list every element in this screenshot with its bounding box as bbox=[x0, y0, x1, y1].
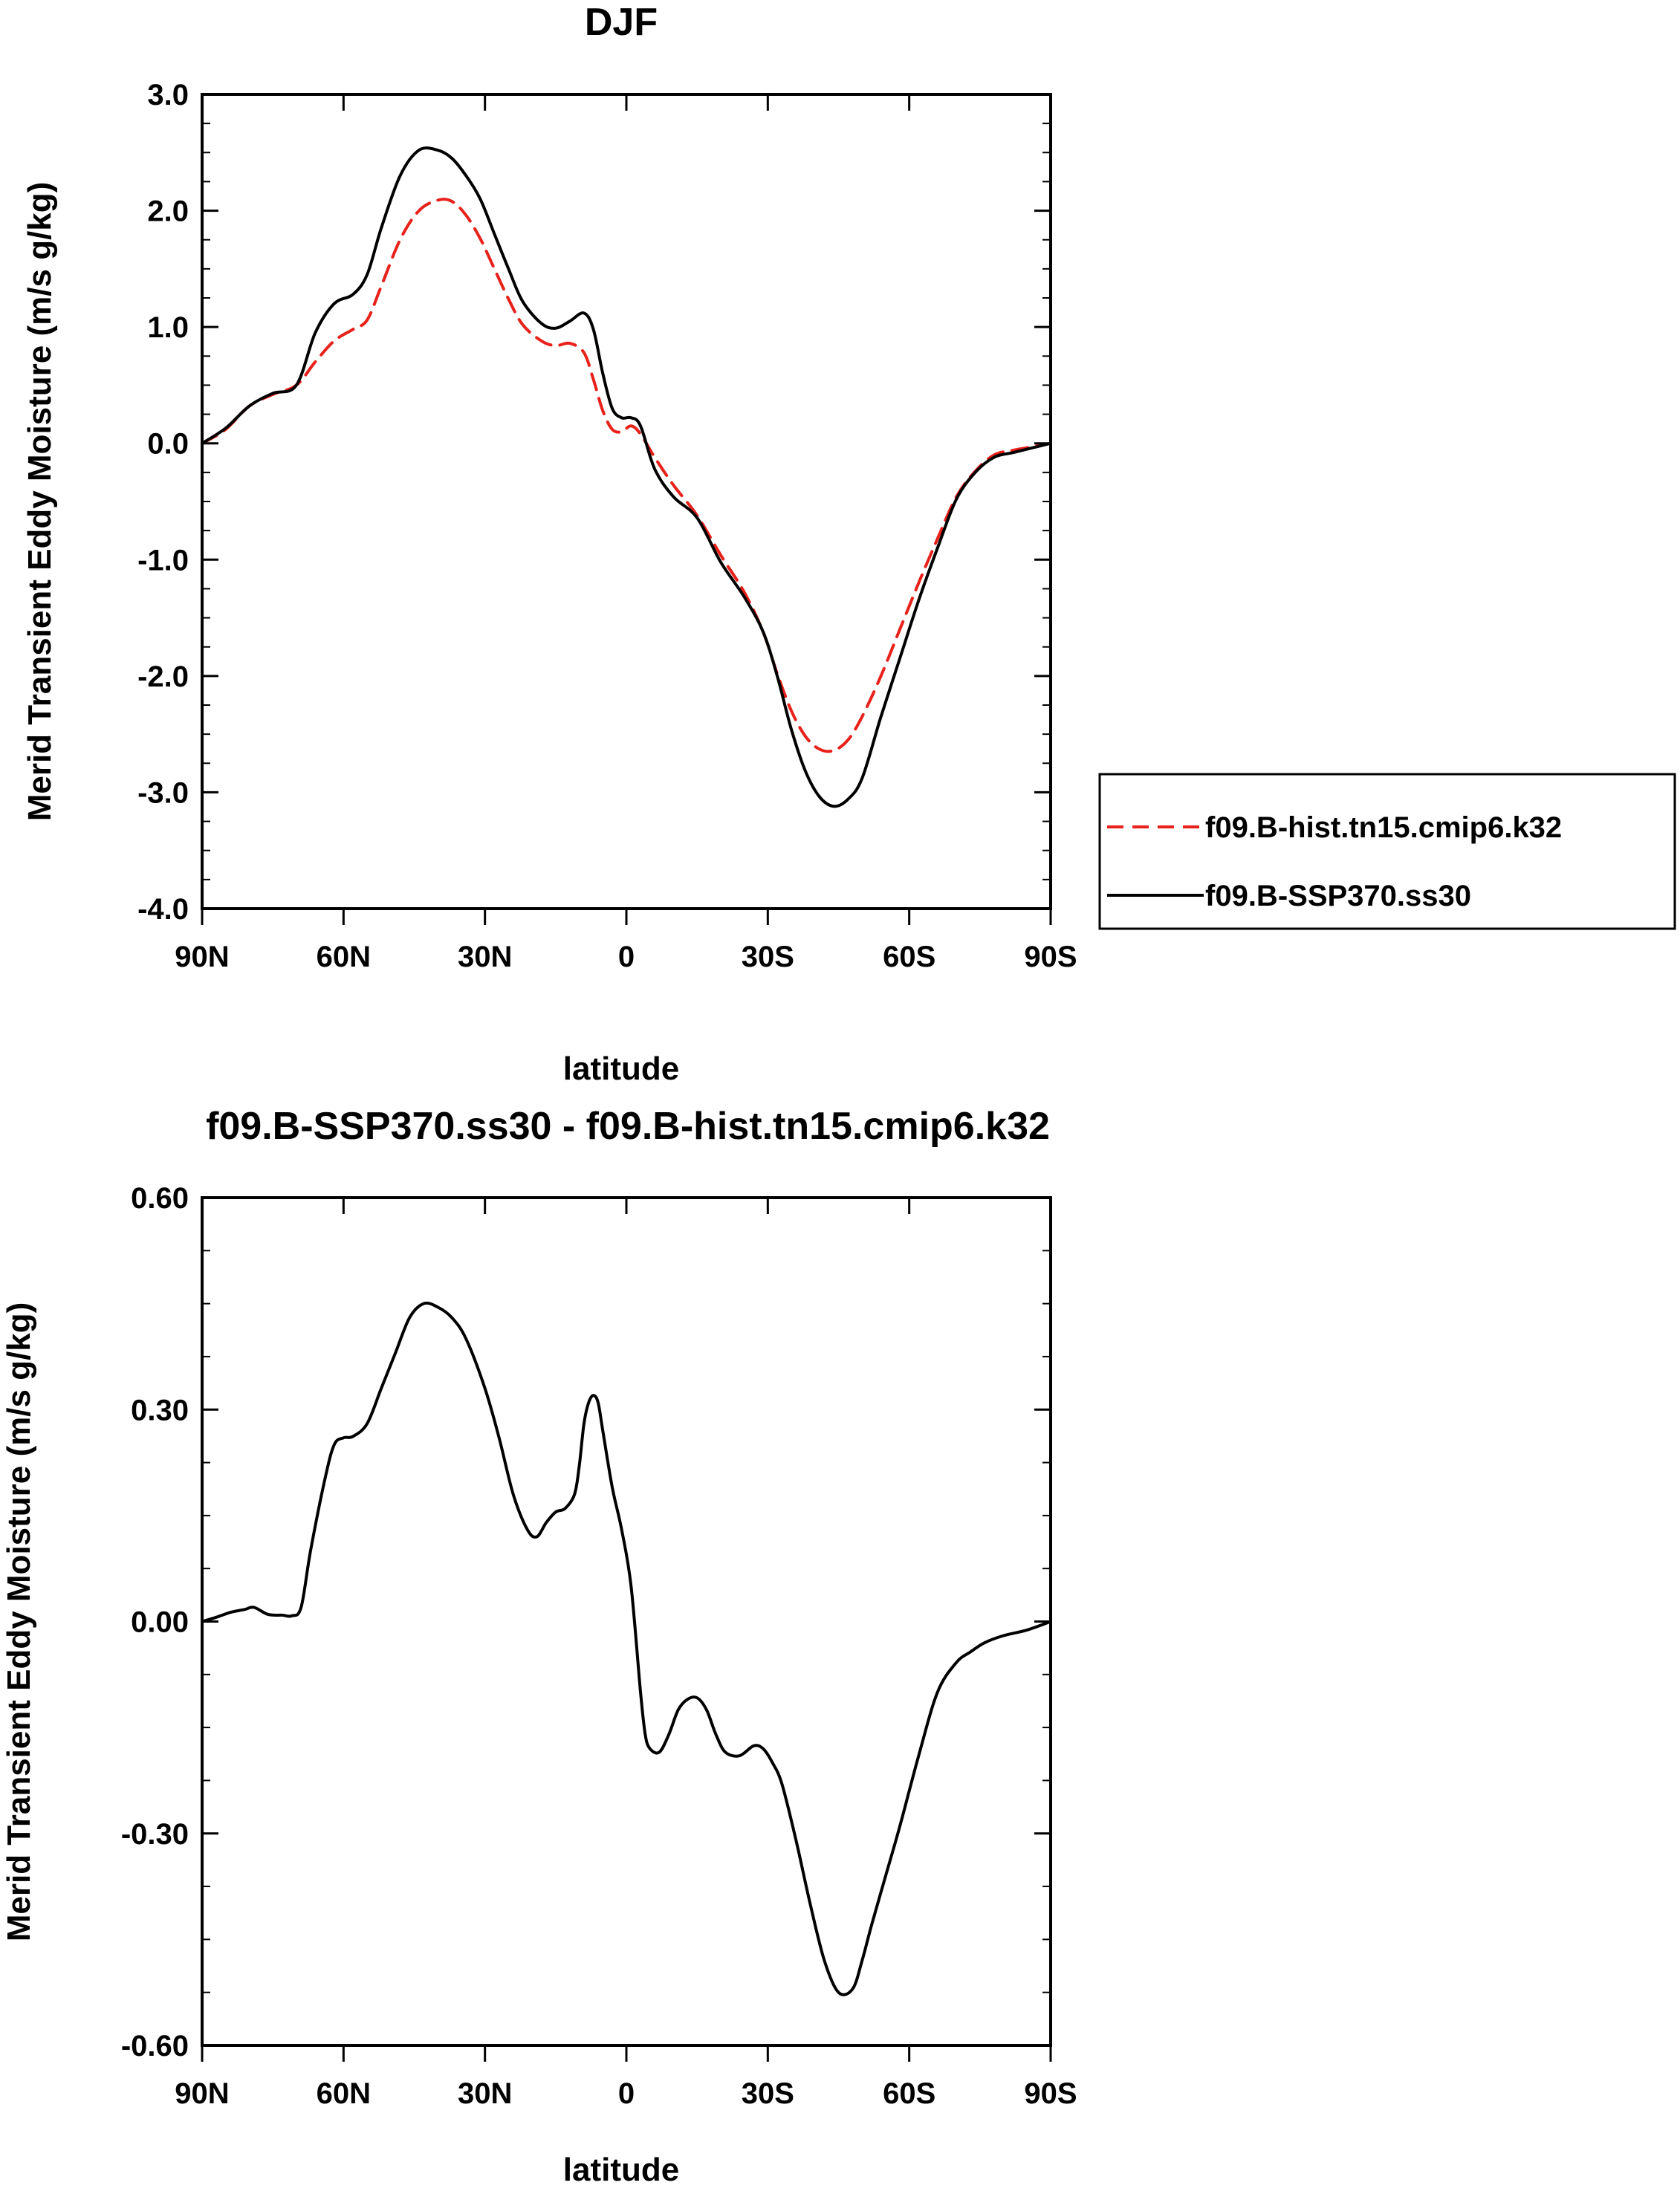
top-panel: DJF -4.0 -3.0 -2.0 -1.0 0.0 1.0 2.0 3.0 90N 60N 30… bbox=[22, 1, 1676, 1087]
bottom-x-tick-label: 0 bbox=[618, 2077, 635, 2110]
bottom-x-tick-label: 90N bbox=[175, 2077, 229, 2110]
top-x-tick-label: 90N bbox=[175, 941, 229, 973]
bottom-y-tick-label: 0.60 bbox=[131, 1182, 189, 1215]
top-x-tick-label: 60S bbox=[883, 941, 935, 973]
bottom-panel: f09.B-SSP370.ss30 - f09.B-hist.tn15.cmip… bbox=[1, 1105, 1077, 2188]
top-panel-title: DJF bbox=[585, 1, 658, 44]
top-y-tick-label: -2.0 bbox=[137, 660, 189, 693]
legend-label-ssp370: f09.B-SSP370.ss30 bbox=[1205, 880, 1471, 912]
top-x-axis-label: latitude bbox=[563, 1051, 679, 1087]
bottom-y-tick-label: -0.60 bbox=[121, 2030, 189, 2062]
bottom-y-tick-label: 0.00 bbox=[131, 1606, 189, 1639]
top-x-tick-label: 30N bbox=[458, 941, 512, 973]
bottom-x-tick-label: 60N bbox=[317, 2077, 371, 2110]
top-x-tick-label: 90S bbox=[1024, 941, 1077, 973]
bottom-y-tick-label: -0.30 bbox=[121, 1818, 189, 1851]
bottom-x-tick-label: 90S bbox=[1024, 2077, 1077, 2110]
bottom-y-tick-label: 0.30 bbox=[131, 1394, 189, 1426]
top-series-line-1 bbox=[201, 146, 1052, 808]
bottom-x-tick-label: 30S bbox=[742, 2077, 794, 2110]
legend: f09.B-hist.tn15.cmip6.k32 f09.B-SSP370.s… bbox=[1098, 773, 1676, 930]
bottom-x-tick-label: 30N bbox=[458, 2077, 512, 2110]
legend-label-hist: f09.B-hist.tn15.cmip6.k32 bbox=[1205, 811, 1562, 844]
top-y-tick-label: 0.0 bbox=[147, 428, 189, 461]
legend-box bbox=[1098, 773, 1676, 930]
top-y-tick-label: -3.0 bbox=[137, 776, 189, 809]
top-x-tick-label: 30S bbox=[742, 941, 794, 973]
top-y-tick-label: 1.0 bbox=[147, 311, 189, 344]
top-y-tick-label: -1.0 bbox=[137, 544, 189, 577]
top-y-tick-label: -4.0 bbox=[137, 893, 189, 926]
bottom-y-axis-label: Merid Transient Eddy Moisture (m/s g/kg) bbox=[1, 1302, 37, 1942]
bottom-x-axis-label: latitude bbox=[563, 2152, 679, 2187]
top-y-tick-label: 3.0 bbox=[147, 79, 189, 111]
top-series-line-0 bbox=[201, 198, 1052, 753]
top-x-tick-label: 60N bbox=[317, 941, 371, 973]
top-y-tick-label: 2.0 bbox=[147, 195, 189, 228]
top-plot-frame bbox=[201, 93, 1052, 910]
top-y-axis-label: Merid Transient Eddy Moisture (m/s g/kg) bbox=[22, 182, 58, 822]
bottom-plot-frame bbox=[201, 1196, 1052, 2047]
bottom-series-line-0 bbox=[201, 1301, 1052, 1996]
top-x-tick-label: 0 bbox=[618, 941, 635, 973]
bottom-x-tick-label: 60S bbox=[883, 2077, 935, 2110]
bottom-panel-title: f09.B-SSP370.ss30 - f09.B-hist.tn15.cmip… bbox=[206, 1105, 1050, 1148]
